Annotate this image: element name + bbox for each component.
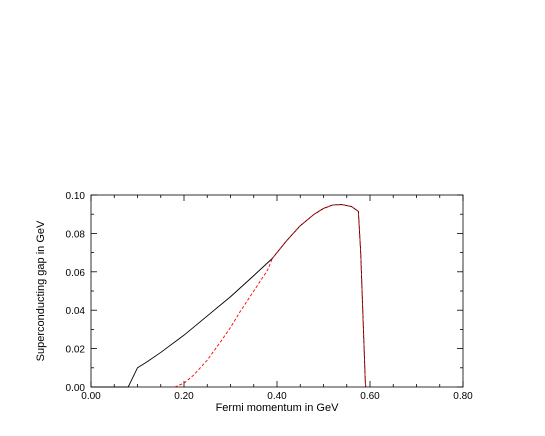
y-tick-label-0: 0.00 (66, 383, 86, 394)
y-tick-label-5: 0.10 (66, 191, 86, 202)
y-axis-title: Superconducting gap in GeV (35, 220, 47, 361)
plot-frame (90, 194, 464, 388)
series-line-0 (91, 204, 367, 388)
x-tick-label-1: 0.20 (174, 391, 194, 402)
series-layer (91, 204, 367, 388)
y-tick-label-2: 0.04 (66, 306, 86, 317)
axis-ticks (90, 194, 464, 388)
x-tick-label-3: 0.60 (360, 391, 380, 402)
y-tick-label-4: 0.08 (66, 229, 86, 240)
y-tick-label-1: 0.02 (66, 345, 86, 356)
x-tick-label-2: 0.40 (267, 391, 287, 402)
x-tick-label-0: 0.00 (81, 391, 101, 402)
x-axis-title: Fermi momentum in GeV (216, 402, 340, 414)
series-line-1 (174, 204, 367, 388)
y-tick-label-3: 0.06 (66, 268, 86, 279)
x-tick-label-4: 0.80 (453, 391, 473, 402)
